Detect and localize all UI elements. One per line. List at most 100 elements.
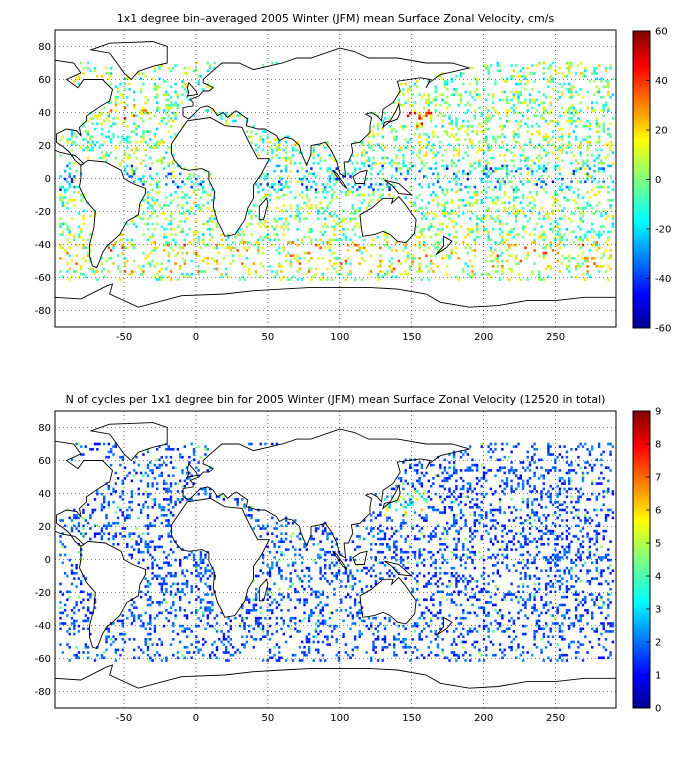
data-cell bbox=[289, 259, 292, 263]
data-cell bbox=[475, 640, 479, 644]
data-cell bbox=[531, 88, 534, 91]
data-cell bbox=[121, 238, 124, 242]
data-cell bbox=[485, 614, 488, 617]
data-cell bbox=[84, 614, 87, 617]
data-cell bbox=[427, 98, 430, 102]
data-cell bbox=[264, 196, 267, 199]
data-cell bbox=[266, 151, 269, 154]
data-cell bbox=[581, 209, 585, 213]
data-cell bbox=[519, 125, 522, 128]
data-cell bbox=[206, 609, 209, 612]
data-cell bbox=[462, 267, 465, 271]
data-cell bbox=[254, 270, 258, 273]
data-cell bbox=[169, 643, 173, 646]
data-cell bbox=[328, 185, 331, 189]
coastline bbox=[332, 169, 348, 189]
data-cell bbox=[183, 67, 186, 70]
data-cell bbox=[501, 251, 504, 255]
data-cell bbox=[172, 67, 175, 70]
data-cell bbox=[252, 606, 255, 609]
data-cell bbox=[581, 125, 585, 128]
data-cell bbox=[450, 249, 453, 252]
data-cell bbox=[208, 574, 212, 578]
data-cell bbox=[611, 622, 615, 625]
data-cell bbox=[144, 638, 147, 641]
data-cell bbox=[183, 656, 186, 660]
data-cell bbox=[172, 180, 175, 184]
data-cell bbox=[347, 653, 350, 657]
data-cell bbox=[588, 80, 592, 83]
data-cell bbox=[310, 611, 313, 615]
data-cell bbox=[436, 204, 440, 207]
data-cell bbox=[109, 151, 113, 154]
data-cell bbox=[289, 206, 292, 210]
data-cell bbox=[310, 609, 313, 612]
data-cell bbox=[275, 148, 279, 152]
data-cell bbox=[156, 601, 159, 604]
data-cell bbox=[475, 80, 479, 83]
data-cell bbox=[80, 272, 83, 276]
data-cell bbox=[257, 624, 260, 628]
data-cell bbox=[68, 590, 71, 594]
data-cell bbox=[181, 624, 184, 628]
data-cell bbox=[420, 185, 424, 189]
data-cell bbox=[388, 193, 391, 197]
data-cell bbox=[485, 601, 488, 604]
data-cell bbox=[512, 243, 516, 247]
data-cell bbox=[351, 574, 354, 578]
data-cell bbox=[314, 593, 318, 596]
data-cell bbox=[397, 148, 400, 152]
data-cell bbox=[595, 101, 598, 104]
data-cell bbox=[586, 135, 589, 139]
data-cell bbox=[324, 564, 327, 567]
data-cell bbox=[542, 148, 545, 152]
data-cell bbox=[103, 267, 106, 271]
data-cell bbox=[406, 98, 410, 102]
data-cell bbox=[413, 204, 417, 207]
data-cell bbox=[137, 72, 140, 75]
data-cell bbox=[551, 204, 555, 207]
data-cell bbox=[367, 156, 371, 160]
data-cell bbox=[231, 646, 235, 649]
data-cell bbox=[434, 109, 437, 112]
data-cell bbox=[133, 122, 136, 125]
data-cell bbox=[427, 212, 430, 215]
data-cell bbox=[63, 204, 67, 207]
data-cell bbox=[185, 627, 189, 631]
data-cell bbox=[330, 561, 334, 565]
data-cell bbox=[98, 111, 101, 115]
data-cell bbox=[298, 217, 302, 220]
data-cell bbox=[524, 214, 527, 218]
data-cell bbox=[307, 648, 311, 652]
data-cell bbox=[577, 206, 580, 210]
data-cell bbox=[183, 574, 186, 578]
data-cell bbox=[512, 103, 516, 107]
data-cell bbox=[544, 646, 548, 649]
data-cell bbox=[208, 67, 212, 70]
data-cell bbox=[441, 582, 444, 586]
data-cell bbox=[441, 188, 444, 191]
data-cell bbox=[457, 593, 460, 596]
y-tick-label: 60 bbox=[38, 75, 51, 86]
data-cell bbox=[243, 241, 246, 244]
data-cell bbox=[563, 614, 566, 617]
data-cell bbox=[268, 185, 272, 189]
data-cell bbox=[432, 217, 435, 220]
data-cell bbox=[151, 249, 154, 252]
data-cell bbox=[268, 566, 272, 570]
data-cell bbox=[420, 630, 424, 633]
data-cell bbox=[358, 630, 361, 633]
data-cell bbox=[434, 246, 437, 250]
data-cell bbox=[609, 64, 612, 67]
data-cell bbox=[324, 566, 327, 570]
data-cell bbox=[469, 659, 472, 662]
data-cell bbox=[544, 587, 548, 591]
data-cell bbox=[581, 220, 585, 223]
data-cell bbox=[204, 627, 207, 631]
data-cell bbox=[227, 630, 230, 633]
data-cell bbox=[156, 146, 159, 149]
data-cell bbox=[429, 577, 433, 580]
data-cell bbox=[310, 230, 313, 234]
data-cell bbox=[133, 172, 136, 176]
data-cell bbox=[526, 177, 529, 181]
